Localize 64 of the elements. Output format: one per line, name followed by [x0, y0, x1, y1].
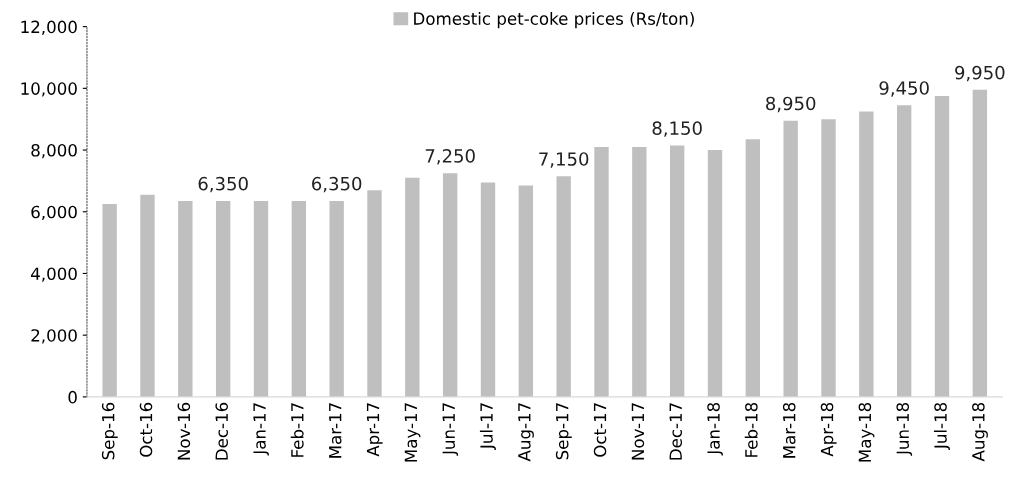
bar: [102, 204, 117, 397]
bar: [707, 150, 723, 397]
bar: [632, 146, 647, 397]
x-tick-label: Jul-17: [479, 403, 496, 450]
bar: [745, 139, 761, 397]
bar: [178, 200, 193, 397]
legend-label: Domestic pet-coke prices (Rs/ton): [414, 12, 694, 29]
bar: [669, 145, 685, 397]
x-tick-label: Jan-18: [707, 402, 723, 456]
data-label: 7,250: [425, 149, 475, 165]
data-label: 6,350: [198, 176, 248, 193]
data-label: 9,950: [955, 65, 1005, 82]
bar: [140, 194, 155, 397]
bar: [405, 177, 420, 397]
x-tick-label: Mar-17: [329, 403, 342, 458]
bar: [518, 185, 534, 397]
y-tick-label: 4,000: [31, 267, 77, 282]
x-tick-label: Feb-17: [290, 403, 304, 457]
y-tick-label: 2,000: [31, 329, 77, 344]
y-tick-label: 10,000: [21, 82, 77, 97]
bar: [215, 200, 231, 397]
bar: [821, 119, 836, 397]
x-tick-label: Nov-16: [177, 402, 191, 460]
y-tick-label: 12,000: [21, 20, 77, 35]
bar: [972, 89, 988, 397]
x-tick-label: Feb-18: [744, 402, 758, 457]
x-tick-label: May-17: [404, 403, 421, 462]
bar: [442, 173, 458, 397]
x-tick-label: Mar-18: [782, 402, 796, 458]
bar: [896, 105, 912, 397]
bar: [859, 111, 874, 397]
data-label: 8,150: [652, 121, 702, 137]
bar: [480, 182, 496, 397]
bar: [594, 146, 609, 397]
x-tick-label: Apr-17: [366, 403, 383, 457]
x-tick-label: Jun-17: [442, 403, 459, 456]
x-tick-label: Oct-17: [593, 403, 607, 457]
x-tick-label: Jan-17: [253, 403, 269, 456]
bar: [367, 190, 382, 397]
bar: [329, 200, 344, 397]
x-tick-label: Dec-16: [215, 402, 228, 460]
y-tick-label: 0: [68, 390, 77, 404]
y-tick-label: 8,000: [31, 144, 77, 159]
x-tick-label: Jul-18: [933, 402, 950, 450]
bar: [934, 96, 950, 397]
x-tick-label: Apr-18: [820, 402, 837, 457]
x-tick-label: Sep-17: [555, 403, 572, 460]
bar: [783, 120, 798, 397]
y-tick-label: 6,000: [31, 205, 77, 221]
data-label: 6,350: [312, 176, 362, 193]
data-label: 8,950: [766, 96, 816, 113]
x-tick-label: Aug-18: [972, 402, 988, 462]
bar: [253, 200, 269, 397]
x-tick-label: Aug-17: [518, 403, 534, 462]
x-tick-label: Nov-17: [631, 403, 645, 460]
x-tick-label: May-18: [858, 402, 875, 462]
x-tick-label: Oct-16: [139, 402, 153, 457]
bar: [291, 200, 307, 397]
x-tick-label: Jun-18: [896, 402, 913, 456]
data-label: 7,150: [539, 152, 589, 168]
data-label: 9,450: [879, 81, 929, 97]
x-tick-label: Dec-17: [669, 403, 682, 460]
bar: [556, 176, 571, 397]
x-tick-label: Sep-16: [101, 402, 118, 460]
